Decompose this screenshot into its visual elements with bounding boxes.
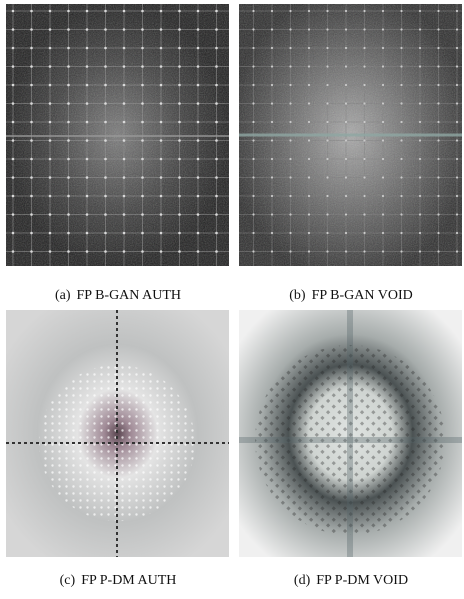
image-d xyxy=(239,310,462,557)
caption-label: (a) xyxy=(55,288,71,303)
image-b xyxy=(239,4,462,266)
caption: (d) FP P-DM VOID xyxy=(294,573,408,588)
caption: (b) FP B-GAN VOID xyxy=(289,288,412,303)
caption-text: FP P-DM VOID xyxy=(316,573,408,588)
page: (a) FP B-GAN AUTH (b) FP B-GAN VOID (c) FP … xyxy=(0,0,464,594)
image-c xyxy=(6,310,229,557)
caption-text: FP B-GAN VOID xyxy=(312,288,413,303)
caption-text: FP P-DM AUTH xyxy=(81,573,176,588)
caption-label: (c) xyxy=(60,573,76,588)
caption-text: FP B-GAN AUTH xyxy=(77,288,182,303)
image-a xyxy=(6,4,229,266)
caption-label: (b) xyxy=(289,288,306,303)
caption: (a) FP B-GAN AUTH xyxy=(55,288,181,303)
caption: (c) FP P-DM AUTH xyxy=(60,573,177,588)
figure: (a) FP B-GAN AUTH (b) FP B-GAN VOID (c) FP … xyxy=(0,0,464,594)
caption-label: (d) xyxy=(294,573,311,588)
